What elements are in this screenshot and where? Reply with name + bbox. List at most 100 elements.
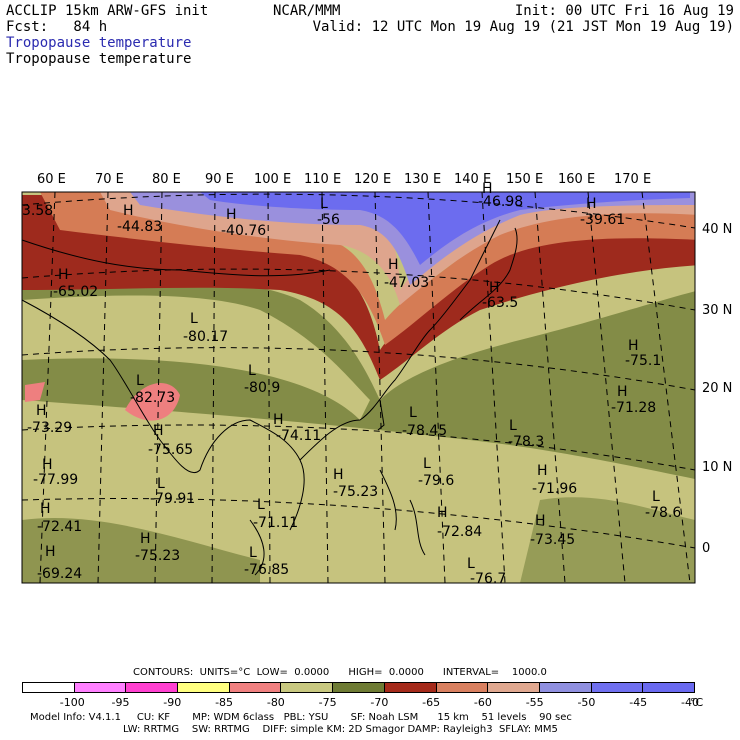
- marker-value: -82.73: [130, 390, 176, 406]
- marker-letter: H: [273, 412, 284, 428]
- marker-value: -75.1: [625, 353, 662, 369]
- colorbar-swatch: [488, 683, 540, 692]
- lon-label: 170 E: [614, 172, 652, 187]
- lon-label: 90 E: [205, 172, 234, 187]
- lon-label: 120 E: [354, 172, 392, 187]
- marker-value: -63.5: [482, 295, 519, 311]
- marker-letter: H: [140, 531, 151, 547]
- colorbar-swatch: [229, 683, 282, 692]
- colorbar-tick-label: -50: [577, 696, 596, 709]
- marker-value: -69.24: [37, 566, 83, 582]
- field-title-colored: Tropopause temperature: [6, 35, 192, 51]
- marker-letter: H: [36, 403, 47, 419]
- colorbar-tick-label: -70: [370, 696, 389, 709]
- marker-letter: H: [153, 423, 164, 439]
- colorbar-swatch: [281, 683, 334, 692]
- marker-letter: L: [320, 196, 328, 212]
- lon-label: 160 E: [558, 172, 596, 187]
- lat-label: 10 N: [702, 460, 733, 475]
- marker-value: -65.02: [53, 284, 99, 300]
- marker-letter: H: [628, 338, 639, 354]
- colorbar-tick-label: -60: [473, 696, 492, 709]
- marker-value: -56: [317, 212, 340, 228]
- lat-label: 20 N: [702, 381, 733, 396]
- marker-letter: L: [423, 456, 431, 472]
- colorbar-tick-label: -55: [525, 696, 544, 709]
- colorbar-swatch: [178, 683, 230, 692]
- marker-letter: H: [617, 384, 628, 400]
- marker-value: -78.45: [402, 423, 448, 439]
- colorbar-swatch: [384, 683, 437, 692]
- marker-letter: H: [482, 181, 493, 197]
- header-right-line1: Init: 00 UTC Fri 16 Aug 19: [514, 3, 734, 19]
- colorbar-unit: °C: [690, 696, 704, 709]
- colorbar-tick-label: -100: [59, 696, 85, 709]
- lon-label: 130 E: [404, 172, 442, 187]
- colorbar-tick-label: -75: [318, 696, 337, 709]
- colorbar: [22, 682, 695, 693]
- footer-physics-info: LW: RRTMG SW: RRTMG DIFF: simple KM: 2D …: [123, 724, 558, 735]
- colorbar-swatch: [74, 683, 127, 692]
- colorbar-swatch: [23, 683, 75, 692]
- lat-label: 40 N: [702, 222, 733, 237]
- marker-value: -40.76: [221, 223, 267, 239]
- marker-value: 3.58: [22, 203, 54, 219]
- marker-value: -80.9: [244, 380, 281, 396]
- marker-value: -39.61: [580, 212, 626, 228]
- marker-value: -75.65: [148, 442, 194, 458]
- lat-label: 30 N: [702, 303, 733, 318]
- marker-value: -80.17: [183, 329, 229, 345]
- marker-letter: H: [437, 505, 448, 521]
- marker-value: -74.11: [276, 428, 322, 444]
- marker-value: -76.7: [470, 571, 507, 587]
- marker-letter: H: [388, 257, 399, 273]
- colorbar-swatch: [333, 683, 385, 692]
- marker-letter: H: [489, 280, 500, 296]
- colorbar-swatch: [643, 683, 694, 692]
- marker-letter: H: [333, 467, 344, 483]
- marker-letter: L: [190, 311, 198, 327]
- marker-letter: H: [537, 463, 548, 479]
- colorbar-swatch: [539, 683, 592, 692]
- lon-label: 70 E: [95, 172, 124, 187]
- marker-value: -73.45: [530, 532, 576, 548]
- marker-letter: H: [123, 203, 134, 219]
- lon-label: 140 E: [454, 172, 492, 187]
- colorbar-tick-label: -95: [111, 696, 130, 709]
- marker-letter: H: [40, 501, 51, 517]
- marker-value: -44.83: [117, 219, 163, 235]
- marker-letter: L: [509, 418, 517, 434]
- marker-letter: L: [652, 489, 660, 505]
- marker-letter: L: [248, 363, 256, 379]
- colorbar-swatch: [126, 683, 179, 692]
- colorbar-tick-label: -40: [681, 696, 699, 709]
- colorbar-tick-label: -90: [163, 696, 182, 709]
- marker-letter: L: [257, 497, 265, 513]
- footer-model-info: Model Info: V4.1.1 CU: KF MP: WDM 6class…: [30, 712, 572, 723]
- marker-letter: L: [409, 405, 417, 421]
- header-left-line1: ACCLIP 15km ARW-GFS init: [6, 3, 209, 19]
- marker-value: -79.6: [418, 473, 455, 489]
- header-left-line2: Fcst: 84 h: [6, 19, 108, 35]
- lon-label: 110 E: [304, 172, 342, 187]
- lon-label: 60 E: [37, 172, 66, 187]
- colorbar-swatch: [436, 683, 489, 692]
- marker-value: -71.28: [611, 400, 657, 416]
- header-right-line2: Valid: 12 UTC Mon 19 Aug 19 (21 JST Mon …: [312, 19, 734, 35]
- marker-value: -73.29: [27, 420, 73, 436]
- marker-letter: H: [45, 544, 56, 560]
- marker-value: -78.6: [645, 505, 682, 521]
- marker-value: -46.98: [478, 194, 524, 210]
- lon-label: 80 E: [152, 172, 181, 187]
- marker-value: -72.41: [37, 519, 83, 535]
- lat-label: 0: [702, 541, 711, 556]
- marker-letter: L: [249, 545, 257, 561]
- marker-letter: L: [157, 476, 165, 492]
- colorbar-tick-label: -80: [266, 696, 285, 709]
- marker-value: -71.11: [253, 515, 299, 531]
- marker-value: -71.96: [532, 481, 578, 497]
- colorbar-swatch: [591, 683, 644, 692]
- contours-info: CONTOURS: UNITS=°C LOW= 0.0000 HIGH= 0.0…: [133, 667, 547, 678]
- marker-letter: H: [42, 457, 53, 473]
- header-center: NCAR/MMM: [273, 3, 341, 19]
